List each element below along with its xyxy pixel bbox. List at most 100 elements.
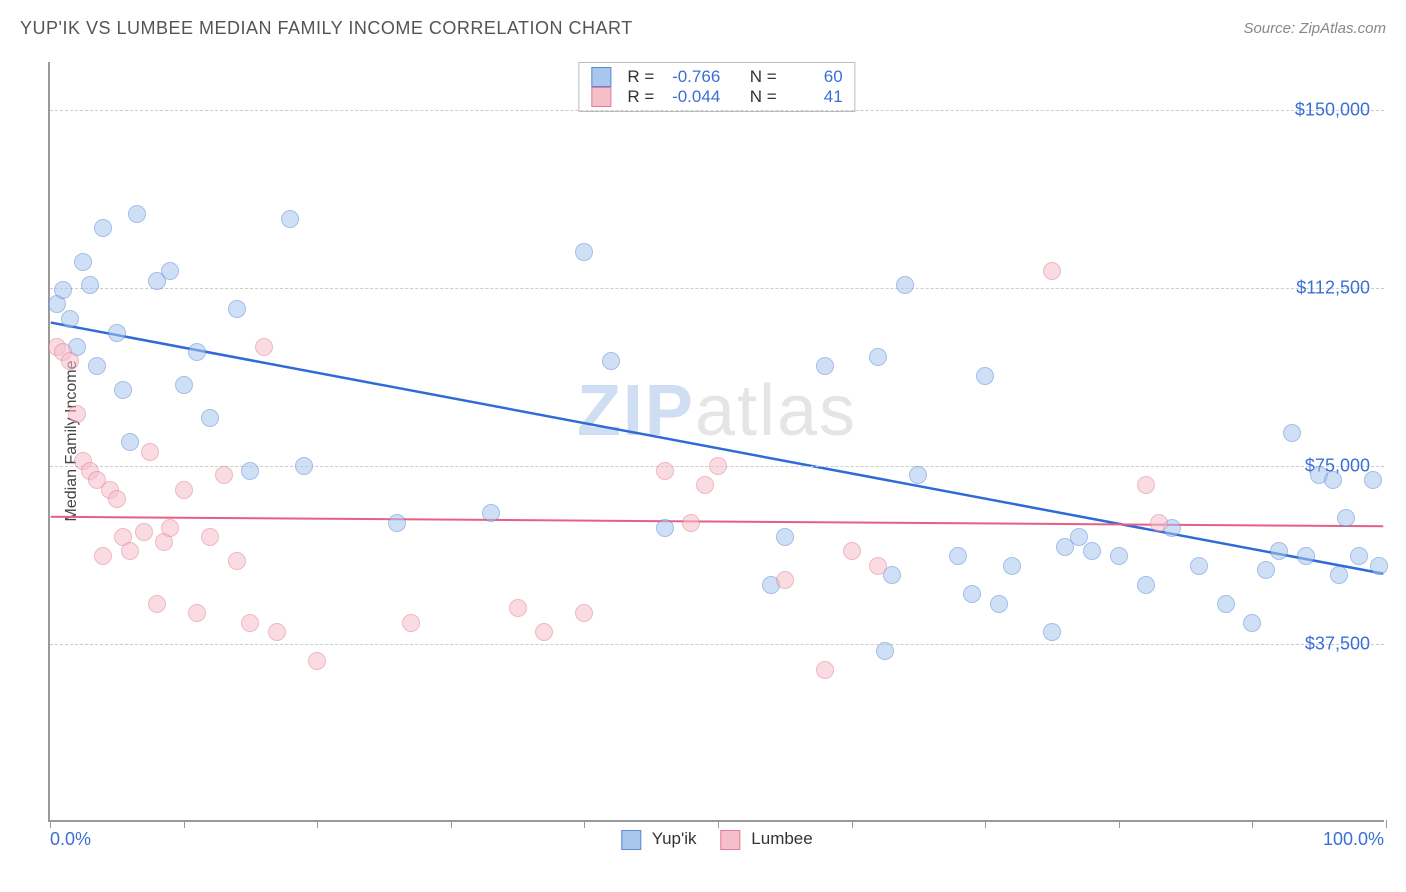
data-point	[268, 623, 286, 641]
y-tick-label: $37,500	[1305, 633, 1370, 654]
data-point	[295, 457, 313, 475]
data-point	[188, 604, 206, 622]
data-point	[869, 348, 887, 366]
data-point	[990, 595, 1008, 613]
x-tick	[451, 820, 452, 828]
data-point	[1370, 557, 1388, 575]
data-point	[108, 490, 126, 508]
data-point	[255, 338, 273, 356]
x-tick	[985, 820, 986, 828]
data-point	[682, 514, 700, 532]
data-point	[709, 457, 727, 475]
data-point	[1070, 528, 1088, 546]
data-point	[1043, 262, 1061, 280]
data-point	[81, 276, 99, 294]
data-point	[114, 381, 132, 399]
y-tick-label: $112,500	[1296, 277, 1370, 298]
y-axis-label: Median Family Income	[63, 361, 81, 522]
n-value: 41	[787, 87, 843, 107]
chart-title: YUP'IK VS LUMBEE MEDIAN FAMILY INCOME CO…	[20, 18, 633, 39]
data-point	[1190, 557, 1208, 575]
data-point	[175, 481, 193, 499]
data-point	[161, 519, 179, 537]
data-point	[1283, 424, 1301, 442]
data-point	[175, 376, 193, 394]
data-point	[1324, 471, 1342, 489]
data-point	[161, 262, 179, 280]
data-point	[1297, 547, 1315, 565]
y-tick-label: $150,000	[1295, 99, 1370, 120]
data-point	[696, 476, 714, 494]
data-point	[402, 614, 420, 632]
data-point	[909, 466, 927, 484]
x-tick	[50, 820, 51, 828]
data-point	[388, 514, 406, 532]
x-tick	[718, 820, 719, 828]
data-point	[228, 300, 246, 318]
data-point	[575, 243, 593, 261]
data-point	[228, 552, 246, 570]
data-point	[61, 310, 79, 328]
data-point	[215, 466, 233, 484]
x-axis-max-label: 100.0%	[1323, 829, 1384, 850]
data-point	[141, 443, 159, 461]
trend-lines-layer	[50, 62, 1384, 820]
data-point	[482, 504, 500, 522]
data-point	[201, 528, 219, 546]
data-point	[963, 585, 981, 603]
data-point	[201, 409, 219, 427]
data-point	[1217, 595, 1235, 613]
data-point	[1270, 542, 1288, 560]
data-point	[1043, 623, 1061, 641]
x-tick	[184, 820, 185, 828]
data-point	[949, 547, 967, 565]
x-tick	[317, 820, 318, 828]
gridline	[50, 644, 1384, 645]
data-point	[896, 276, 914, 294]
data-point	[1257, 561, 1275, 579]
data-point	[54, 281, 72, 299]
trend-line	[51, 323, 1383, 574]
source-attribution: Source: ZipAtlas.com	[1243, 20, 1386, 37]
data-point	[281, 210, 299, 228]
data-point	[869, 557, 887, 575]
data-point	[135, 523, 153, 541]
data-point	[656, 462, 674, 480]
x-axis-min-label: 0.0%	[50, 829, 91, 850]
data-point	[241, 614, 259, 632]
data-point	[108, 324, 126, 342]
gridline	[50, 288, 1384, 289]
x-tick	[1119, 820, 1120, 828]
swatch-icon	[721, 830, 741, 850]
r-value: -0.766	[664, 67, 720, 87]
data-point	[61, 352, 79, 370]
swatch-icon	[621, 830, 641, 850]
trend-line	[51, 517, 1383, 526]
data-point	[188, 343, 206, 361]
gridline	[50, 110, 1384, 111]
data-point	[1137, 476, 1155, 494]
data-point	[1083, 542, 1101, 560]
data-point	[94, 547, 112, 565]
data-point	[1110, 547, 1128, 565]
watermark: ZIPatlas	[577, 370, 857, 452]
data-point	[976, 367, 994, 385]
data-point	[776, 571, 794, 589]
legend-item-yupik: Yup'ik	[621, 829, 696, 850]
data-point	[535, 623, 553, 641]
data-point	[1364, 471, 1382, 489]
legend-row-lumbee: R = -0.044 N = 41	[591, 87, 842, 107]
data-point	[1150, 514, 1168, 532]
data-point	[1350, 547, 1368, 565]
n-value: 60	[787, 67, 843, 87]
swatch-icon	[591, 87, 611, 107]
data-point	[88, 357, 106, 375]
x-tick	[584, 820, 585, 828]
data-point	[1337, 509, 1355, 527]
data-point	[1330, 566, 1348, 584]
data-point	[128, 205, 146, 223]
data-point	[876, 642, 894, 660]
data-point	[509, 599, 527, 617]
scatter-plot-area: ZIPatlas Median Family Income R = -0.766…	[48, 62, 1384, 822]
data-point	[121, 433, 139, 451]
